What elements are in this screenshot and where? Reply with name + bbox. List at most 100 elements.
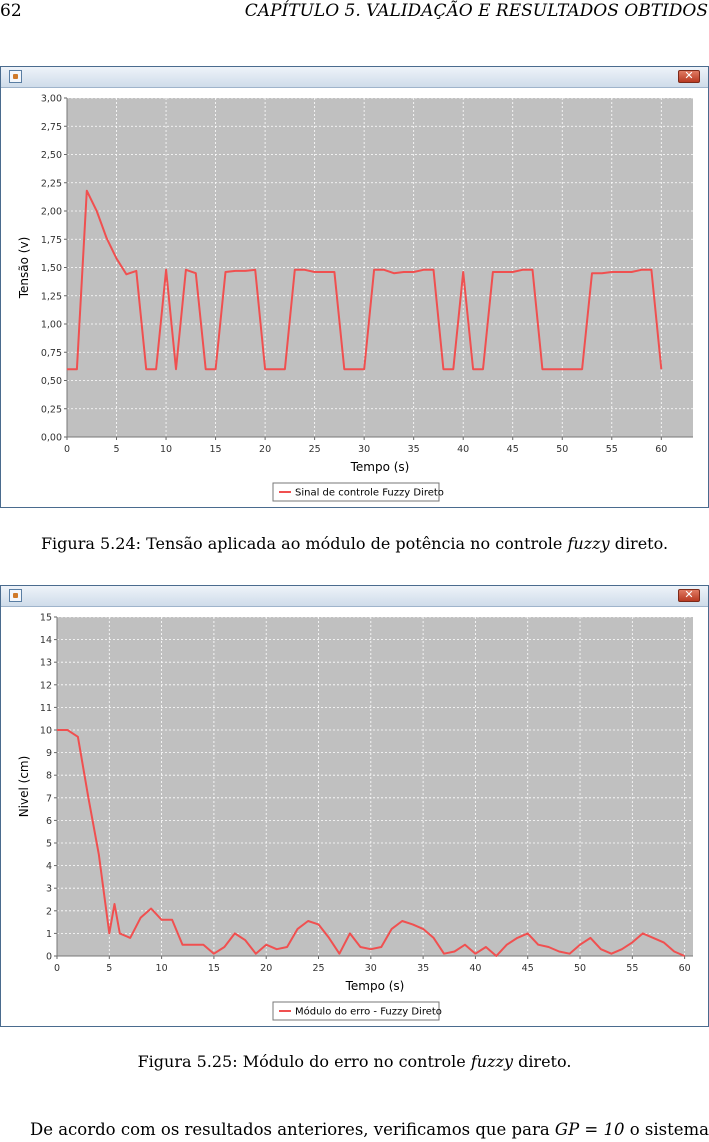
y-tick-label: 7 xyxy=(46,793,52,804)
body-word: que xyxy=(475,1120,507,1139)
tension-chart: 0,00 0,25 0,50 0,75 1,00 1,25 1,50 1,75 2,00 2,25… xyxy=(17,94,693,502)
x-tick-label: 30 xyxy=(358,444,370,455)
close-icon: ✕ xyxy=(684,588,694,601)
caption-emphasis: fuzzy xyxy=(470,1052,513,1071)
y-tick-label: 0 xyxy=(46,952,52,963)
x-tick-label: 45 xyxy=(507,444,519,455)
x-tick-label: 50 xyxy=(556,444,568,455)
caption-text: Figura 5.25: Módulo do erro no controle xyxy=(137,1052,471,1071)
figure-caption-5-25: Figura 5.25: Módulo do erro no controle … xyxy=(0,1052,709,1071)
figure-caption-5-24: Figura 5.24: Tensão aplicada ao módulo d… xyxy=(0,534,709,553)
x-tick-label: 40 xyxy=(457,444,469,455)
y-tick-label: 10 xyxy=(40,726,52,737)
x-tick-label: 0 xyxy=(64,444,70,455)
body-word: anteriores, xyxy=(277,1120,369,1139)
x-tick-label: 20 xyxy=(259,444,271,455)
x-tick-label: 25 xyxy=(309,444,321,455)
body-word: para xyxy=(511,1120,550,1139)
y-tick-label: 4 xyxy=(46,861,52,872)
y-tick-label: 1,25 xyxy=(41,291,62,302)
series-line xyxy=(57,729,685,957)
y-tick-label: 15 xyxy=(40,613,52,624)
y-tick-label: 2,00 xyxy=(41,207,62,218)
y-tick-label: 6 xyxy=(46,816,52,827)
series-line xyxy=(67,189,663,371)
y-tick-label: 8 xyxy=(46,771,52,782)
x-tick-label: 45 xyxy=(522,963,534,974)
caption-suffix: direto. xyxy=(609,534,669,553)
x-tick-label: 0 xyxy=(54,963,60,974)
legend-box xyxy=(272,482,440,502)
y-tick-label: 0,25 xyxy=(41,404,62,415)
y-tick-label: 3,00 xyxy=(41,94,62,105)
x-axis-label: Tempo (s) xyxy=(345,979,405,993)
y-tick-label: 2,25 xyxy=(41,178,62,189)
chart-window-tension: ✕ 0,00 0,25 0,50 0,75 1,00 1,25 1,50 1,75 2,00 2,… xyxy=(0,66,709,508)
close-window-button[interactable]: ✕ xyxy=(678,69,700,83)
x-tick-label: 55 xyxy=(606,444,618,455)
body-word: resultados xyxy=(184,1120,272,1139)
y-tick-label: 1,75 xyxy=(41,235,62,246)
y-tick-label: 11 xyxy=(40,703,52,714)
body-word: com xyxy=(120,1120,156,1139)
y-tick-label: 2,50 xyxy=(41,150,62,161)
y-tick-label: 9 xyxy=(46,748,52,759)
chart-window-error: ✕ 0 1 2 3 4 5 6 7 8 9 10 11 12 13 14 15 0 5 10 15 20 25 30 35 40… xyxy=(0,585,709,1027)
x-tick-label: 55 xyxy=(626,963,638,974)
y-tick-label: 1 xyxy=(46,929,52,940)
x-tick-label: 30 xyxy=(365,963,377,974)
x-tick-label: 10 xyxy=(156,963,168,974)
y-tick-label: 5 xyxy=(46,839,52,850)
y-tick-label: 3 xyxy=(46,884,52,895)
y-tick-label: 14 xyxy=(40,635,52,646)
x-tick-label: 20 xyxy=(260,963,272,974)
y-axis-label: Nivel (cm) xyxy=(17,756,31,818)
caption-text: Figura 5.24: Tensão aplicada ao módulo d… xyxy=(40,534,568,553)
y-tick-label: 12 xyxy=(40,680,52,691)
y-axis-label: Tensão (v) xyxy=(17,237,31,300)
close-window-button[interactable]: ✕ xyxy=(678,588,700,602)
legend-label: Módulo do erro - Fuzzy Direto xyxy=(295,1006,442,1018)
x-tick-label: 15 xyxy=(210,444,222,455)
body-word: verificamos xyxy=(373,1120,471,1139)
body-word: os xyxy=(160,1120,180,1139)
window-titlebar[interactable]: ✕ xyxy=(1,67,708,88)
plot-area xyxy=(57,617,693,956)
window-titlebar[interactable]: ✕ xyxy=(1,586,708,607)
y-tick-label: 1,50 xyxy=(41,263,62,274)
body-word: De xyxy=(30,1120,53,1139)
page-header: 62 CAPÍTULO 5. VALIDAÇÃO E RESULTADOS OB… xyxy=(0,0,709,26)
y-tick-label: 0,00 xyxy=(41,433,62,444)
x-tick-label: 60 xyxy=(679,963,691,974)
body-word: sistema xyxy=(644,1120,709,1139)
body-word: o xyxy=(629,1120,640,1139)
y-tick-label: 0,75 xyxy=(41,348,62,359)
x-tick-label: 35 xyxy=(408,444,420,455)
math-expression: GP = 10 xyxy=(554,1120,625,1139)
java-app-icon xyxy=(9,589,22,602)
caption-emphasis: fuzzy xyxy=(567,534,610,553)
x-tick-label: 35 xyxy=(417,963,429,974)
x-tick-label: 60 xyxy=(655,444,667,455)
legend-box xyxy=(272,1001,440,1021)
y-tick-label: 13 xyxy=(40,658,52,669)
x-axis-label: Tempo (s) xyxy=(350,460,410,474)
body-word: acordo xyxy=(58,1120,116,1139)
y-tick-label: 0,50 xyxy=(41,376,62,387)
y-tick-label: 2,75 xyxy=(41,122,62,133)
x-tick-label: 50 xyxy=(574,963,586,974)
chapter-title: CAPÍTULO 5. VALIDAÇÃO E RESULTADOS OBTID… xyxy=(244,1,708,21)
body-paragraph: De acordo com os resultados anteriores, … xyxy=(0,1120,709,1139)
x-tick-label: 25 xyxy=(312,963,324,974)
x-tick-label: 15 xyxy=(208,963,220,974)
x-tick-label: 10 xyxy=(160,444,172,455)
x-tick-label: 40 xyxy=(469,963,481,974)
page-number: 62 xyxy=(0,1,22,21)
caption-suffix: direto. xyxy=(512,1052,572,1071)
java-app-icon xyxy=(9,70,22,83)
y-tick-label: 2 xyxy=(46,906,52,917)
x-tick-label: 5 xyxy=(114,444,120,455)
y-tick-label: 1,00 xyxy=(41,320,62,331)
legend-label: Sinal de controle Fuzzy Direto xyxy=(295,488,444,499)
